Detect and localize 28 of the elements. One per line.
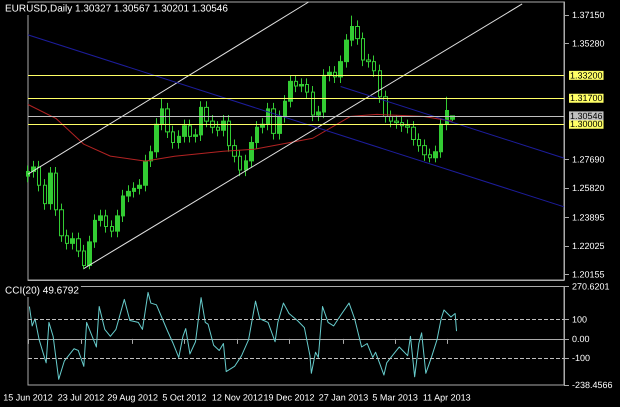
- x-tick-label: 27 Jan 2013: [318, 392, 368, 402]
- y-tick-label: 1.25820: [572, 183, 605, 194]
- x-tick-label: 12 Nov 2012: [212, 392, 263, 402]
- ref-line-label: 1.30546: [570, 110, 603, 121]
- x-tick-label: 11 Apr 2013: [422, 392, 471, 402]
- line-series: [28, 104, 453, 162]
- x-tick-label: 19 Dec 2012: [263, 392, 315, 402]
- y-tick-label: 1.20155: [572, 270, 605, 280]
- ref-line-label: 1.33200: [570, 70, 603, 80]
- y-tick-label: 1.35280: [572, 38, 605, 49]
- y-tick-label: 1.23895: [572, 212, 605, 222]
- y-tick-label: 1.22025: [572, 241, 605, 252]
- x-tick-label: 5 Oct 2012: [162, 392, 206, 402]
- x-tick-label: 23 Jul 2012: [58, 392, 104, 402]
- y-tick-label: -100: [572, 353, 590, 364]
- ref-line-label: 1.31700: [570, 93, 603, 104]
- y-tick-label: 0.00: [572, 334, 590, 344]
- y-tick-label: 1.27690: [572, 154, 605, 164]
- chart-title: CCI(20) 49.6792: [5, 286, 80, 296]
- y-tick-label: -238.4566: [572, 380, 613, 390]
- y-tick-label: 100: [572, 314, 588, 325]
- y-tick-label: 1.37150: [572, 10, 605, 20]
- x-tick-label: 5 Mar 2013: [372, 392, 418, 402]
- y-tick-label: 270.6201: [572, 282, 610, 292]
- ref-line-label: 1.30000: [570, 119, 603, 130]
- x-tick-label: 15 Jun 2012: [3, 392, 53, 402]
- x-tick-label: 29 Aug 2012: [107, 392, 158, 402]
- chart-title: EURUSD,Daily 1.30327 1.30567 1.30201 1.30546: [5, 4, 228, 14]
